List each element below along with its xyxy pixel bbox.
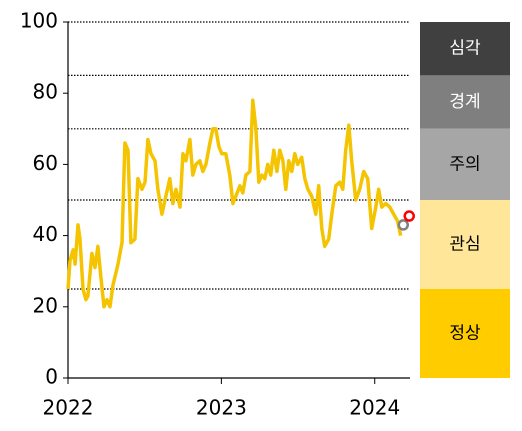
x-tick-label: 2024	[349, 396, 400, 420]
y-tick-label: 20	[33, 293, 58, 317]
y-tick-label: 60	[33, 151, 58, 175]
y-tick-label: 40	[33, 222, 58, 246]
x-tick-label: 2022	[43, 396, 94, 420]
y-tick-label: 80	[33, 80, 58, 104]
point-marker	[403, 210, 415, 222]
band-label: 정상	[449, 324, 481, 344]
band	[420, 128, 510, 200]
x-tick-label: 2023	[196, 396, 247, 420]
band-label: 주의	[449, 154, 480, 174]
band	[420, 75, 510, 129]
data-line	[66, 98, 403, 309]
band	[420, 289, 510, 378]
y-tick-label: 100	[20, 9, 58, 33]
point-marker	[397, 219, 410, 231]
band	[420, 22, 510, 76]
band-label: 경계	[449, 92, 480, 112]
band-label: 관심	[449, 235, 480, 255]
band-label: 심각	[449, 39, 481, 59]
y-tick-label: 0	[45, 365, 58, 389]
band	[420, 200, 510, 289]
